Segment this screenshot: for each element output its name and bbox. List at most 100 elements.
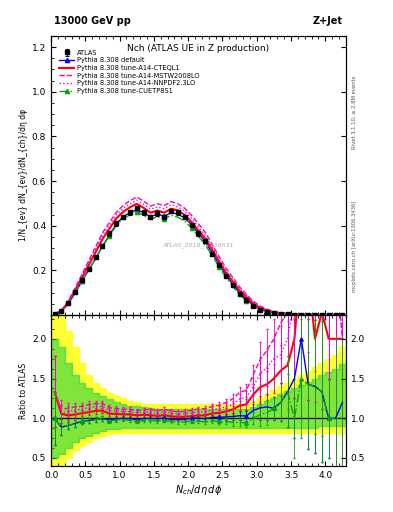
Pythia 8.308 tune-A14-NNPDF2.3LO [73, 286, 77, 292]
Pythia 8.308 tune-CUETP8S1 [79, 278, 84, 284]
Pythia 8.308 tune-A14-CTEQL1 [121, 209, 125, 215]
Pythia 8.308 default [93, 255, 98, 261]
Pythia 8.308 default [320, 312, 324, 318]
Pythia 8.308 default [148, 214, 153, 220]
Pythia 8.308 tune-CUETP8S1 [244, 297, 249, 304]
Pythia 8.308 default [59, 308, 64, 314]
Pythia 8.308 tune-CUETP8S1 [169, 212, 173, 219]
Pythia 8.308 tune-A14-NNPDF2.3LO [320, 312, 324, 318]
Pythia 8.308 tune-CUETP8S1 [176, 214, 180, 220]
Pythia 8.308 default [278, 311, 283, 317]
Pythia 8.308 tune-A14-CTEQL1 [326, 312, 331, 318]
Pythia 8.308 tune-A14-CTEQL1 [264, 308, 269, 314]
Pythia 8.308 tune-A14-NNPDF2.3LO [114, 212, 119, 218]
Pythia 8.308 tune-A14-CTEQL1 [134, 201, 139, 207]
Pythia 8.308 tune-A14-NNPDF2.3LO [148, 206, 153, 212]
Pythia 8.308 tune-A14-NNPDF2.3LO [278, 310, 283, 316]
Pythia 8.308 tune-A14-CTEQL1 [59, 308, 64, 314]
Pythia 8.308 tune-CUETP8S1 [333, 312, 338, 318]
Pythia 8.308 tune-A14-CTEQL1 [66, 299, 71, 305]
Text: ATLAS_2019_I1736531: ATLAS_2019_I1736531 [163, 242, 234, 248]
Pythia 8.308 default [121, 214, 125, 220]
Pythia 8.308 tune-A14-MSTW2008LO [210, 241, 215, 247]
Pythia 8.308 tune-CUETP8S1 [320, 312, 324, 318]
Pythia 8.308 tune-CUETP8S1 [264, 309, 269, 315]
Pythia 8.308 tune-A14-CTEQL1 [285, 311, 290, 317]
Pythia 8.308 default [107, 232, 112, 238]
Pythia 8.308 tune-A14-MSTW2008LO [320, 312, 324, 318]
Pythia 8.308 default [210, 250, 215, 256]
Pythia 8.308 default [182, 215, 187, 221]
Pythia 8.308 tune-A14-NNPDF2.3LO [285, 311, 290, 317]
Pythia 8.308 tune-A14-CTEQL1 [251, 301, 256, 307]
Line: Pythia 8.308 tune-CUETP8S1: Pythia 8.308 tune-CUETP8S1 [52, 210, 345, 317]
Pythia 8.308 tune-CUETP8S1 [313, 312, 318, 318]
Pythia 8.308 tune-A14-MSTW2008LO [306, 311, 310, 317]
Pythia 8.308 default [340, 312, 345, 318]
Pythia 8.308 tune-A14-MSTW2008LO [128, 198, 132, 204]
Pythia 8.308 default [264, 308, 269, 314]
Pythia 8.308 tune-A14-MSTW2008LO [285, 310, 290, 316]
Pythia 8.308 default [79, 278, 84, 284]
Pythia 8.308 tune-A14-MSTW2008LO [114, 209, 119, 216]
Pythia 8.308 default [203, 239, 208, 245]
Pythia 8.308 default [285, 311, 290, 317]
Pythia 8.308 default [237, 290, 242, 296]
Pythia 8.308 tune-A14-MSTW2008LO [251, 298, 256, 304]
Y-axis label: 1/N_{ev} dN_{ev}/dN_{ch}/dη dφ: 1/N_{ev} dN_{ev}/dN_{ch}/dη dφ [19, 110, 28, 242]
Text: mcplots.cern.ch [arXiv:1306.3436]: mcplots.cern.ch [arXiv:1306.3436] [352, 200, 357, 291]
Pythia 8.308 tune-A14-NNPDF2.3LO [203, 232, 208, 239]
Pythia 8.308 tune-A14-CTEQL1 [114, 216, 119, 222]
Pythia 8.308 tune-A14-NNPDF2.3LO [340, 312, 345, 318]
Pythia 8.308 tune-CUETP8S1 [224, 274, 228, 281]
Pythia 8.308 tune-CUETP8S1 [292, 311, 297, 317]
Text: Z+Jet: Z+Jet [313, 16, 343, 26]
Pythia 8.308 tune-CUETP8S1 [121, 216, 125, 222]
Pythia 8.308 tune-A14-NNPDF2.3LO [258, 304, 263, 310]
Pythia 8.308 tune-A14-NNPDF2.3LO [306, 311, 310, 317]
Pythia 8.308 default [169, 209, 173, 216]
Pythia 8.308 tune-A14-MSTW2008LO [264, 306, 269, 312]
Pythia 8.308 tune-A14-CTEQL1 [79, 274, 84, 281]
Pythia 8.308 default [128, 209, 132, 216]
Pythia 8.308 tune-CUETP8S1 [272, 310, 276, 316]
Pythia 8.308 tune-A14-CTEQL1 [230, 279, 235, 285]
Pythia 8.308 tune-A14-MSTW2008LO [155, 201, 160, 207]
Pythia 8.308 tune-A14-MSTW2008LO [203, 229, 208, 236]
Pythia 8.308 tune-CUETP8S1 [148, 217, 153, 223]
Pythia 8.308 tune-A14-MSTW2008LO [189, 212, 194, 219]
Pythia 8.308 tune-A14-MSTW2008LO [182, 205, 187, 211]
Pythia 8.308 tune-A14-MSTW2008LO [299, 311, 304, 317]
Pythia 8.308 tune-A14-CTEQL1 [224, 269, 228, 275]
Pythia 8.308 tune-A14-MSTW2008LO [278, 309, 283, 315]
Pythia 8.308 tune-CUETP8S1 [258, 307, 263, 313]
Pythia 8.308 tune-A14-NNPDF2.3LO [121, 205, 125, 211]
Pythia 8.308 tune-A14-NNPDF2.3LO [162, 206, 167, 212]
Pythia 8.308 tune-A14-CTEQL1 [306, 311, 310, 317]
Pythia 8.308 tune-A14-MSTW2008LO [107, 220, 112, 226]
Pythia 8.308 tune-A14-NNPDF2.3LO [264, 307, 269, 313]
Pythia 8.308 tune-A14-CTEQL1 [148, 209, 153, 216]
Pythia 8.308 tune-A14-NNPDF2.3LO [251, 300, 256, 306]
Pythia 8.308 default [272, 310, 276, 316]
Pythia 8.308 tune-A14-NNPDF2.3LO [326, 312, 331, 318]
Pythia 8.308 tune-A14-MSTW2008LO [272, 308, 276, 314]
Pythia 8.308 tune-A14-NNPDF2.3LO [237, 286, 242, 292]
Pythia 8.308 tune-A14-NNPDF2.3LO [59, 308, 64, 314]
Pythia 8.308 default [196, 230, 201, 237]
Line: Pythia 8.308 tune-A14-NNPDF2.3LO: Pythia 8.308 tune-A14-NNPDF2.3LO [55, 200, 342, 315]
Pythia 8.308 tune-A14-NNPDF2.3LO [169, 202, 173, 208]
Pythia 8.308 tune-CUETP8S1 [162, 216, 167, 222]
Pythia 8.308 default [258, 306, 263, 312]
Pythia 8.308 tune-A14-CTEQL1 [189, 219, 194, 225]
Pythia 8.308 tune-CUETP8S1 [59, 308, 64, 314]
Pythia 8.308 default [66, 301, 71, 307]
Pythia 8.308 tune-CUETP8S1 [66, 301, 71, 307]
Pythia 8.308 tune-A14-CTEQL1 [73, 287, 77, 293]
Pythia 8.308 default [155, 211, 160, 217]
Pythia 8.308 tune-CUETP8S1 [326, 312, 331, 318]
Pythia 8.308 default [251, 302, 256, 308]
Text: Rivet 3.1.10, ≥ 2.8M events: Rivet 3.1.10, ≥ 2.8M events [352, 76, 357, 150]
Pythia 8.308 tune-A14-MSTW2008LO [141, 198, 146, 204]
Pythia 8.308 tune-A14-NNPDF2.3LO [107, 222, 112, 228]
